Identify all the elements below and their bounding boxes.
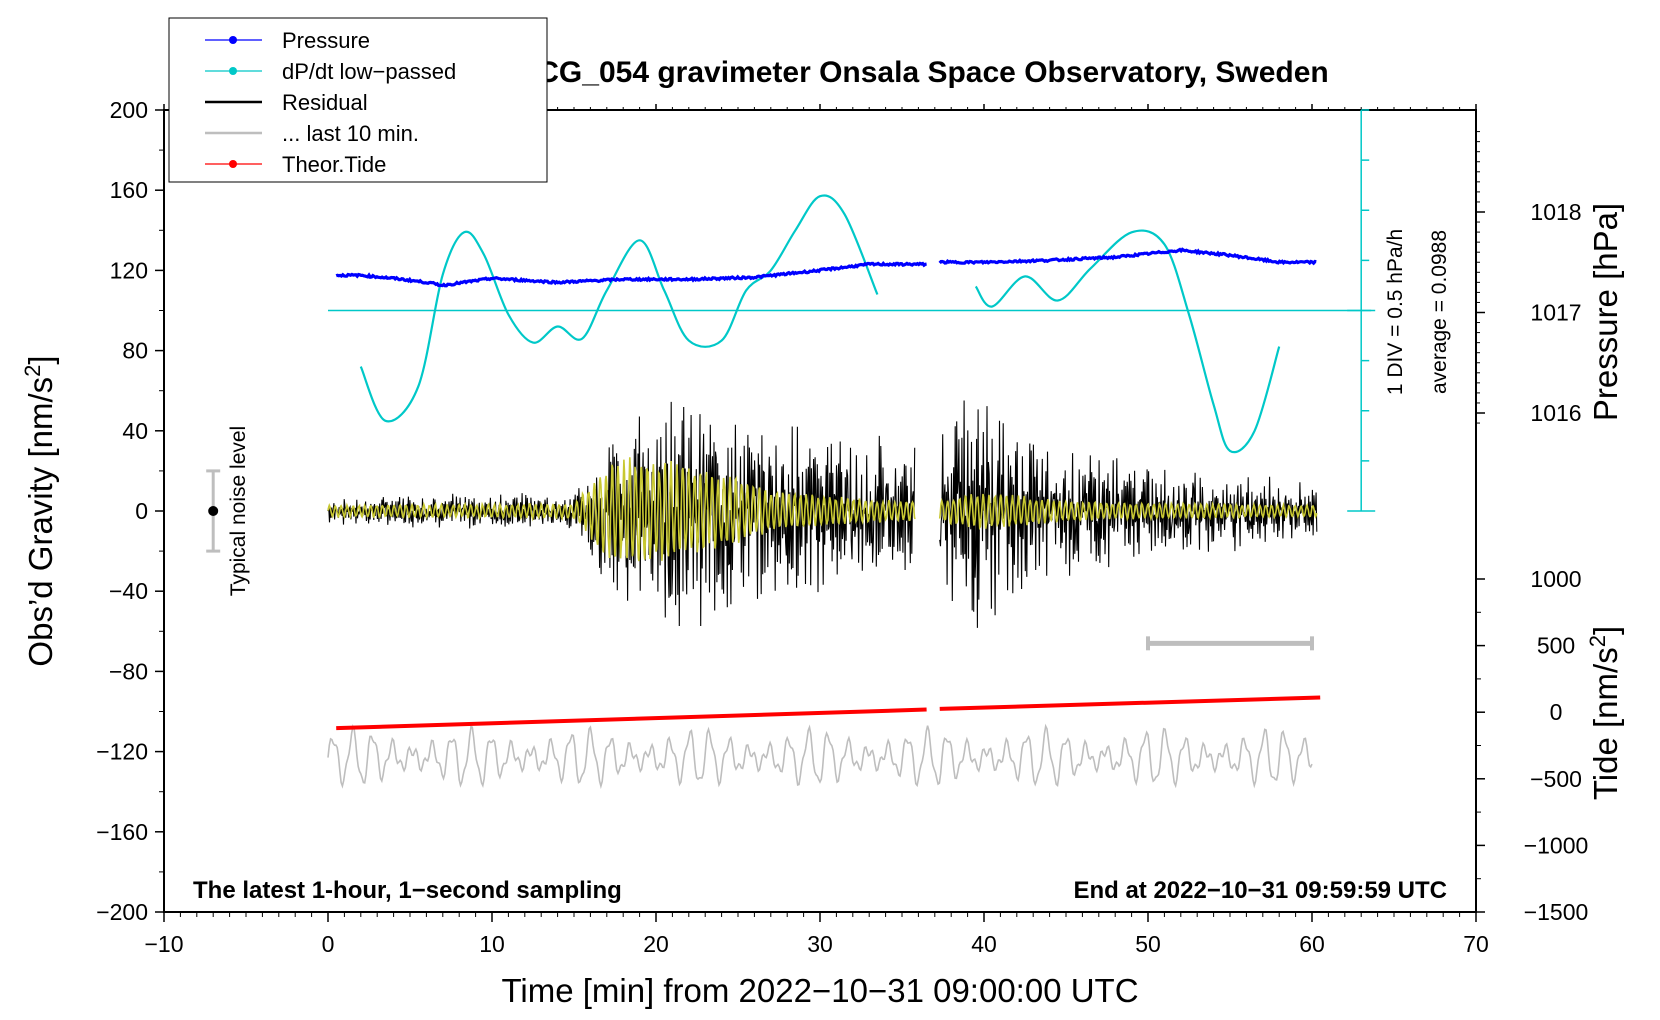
tide-tick-label: −1000 [1524, 832, 1589, 858]
legend-label: Theor.Tide [282, 152, 386, 177]
x-tick-label: 60 [1299, 931, 1325, 957]
dpdt-scale-axis [1347, 109, 1376, 512]
dpdt-line-segment-2 [974, 229, 1281, 454]
dpdt-average-label: average = 0.0988 [1428, 230, 1451, 394]
legend-box [168, 17, 548, 183]
x-tick-label: 40 [971, 931, 997, 957]
pressure-tick-label: 1018 [1530, 199, 1581, 225]
y-tick-label: 200 [110, 97, 148, 123]
tide-tick-label: 500 [1537, 633, 1575, 659]
legend-item: Residual [205, 90, 368, 115]
chart-axes: −10 0 10 20 30 40 50 60 70 200 160 120 80 40 0 −40 −80 −1… [96, 97, 1588, 957]
legend-item: Pressure [205, 28, 370, 53]
y-axis-title-pressure: Pressure [hPa] [1587, 203, 1624, 421]
y-tick-label: −40 [109, 578, 148, 604]
noise-level-indicator: Typical noise level [206, 426, 250, 596]
y-axis-title-gravity: Obs’d Gravity [nm/s2] [20, 355, 59, 666]
tide-tick-label: 0 [1550, 699, 1563, 725]
pressure-tick-label: 1017 [1530, 300, 1581, 326]
y-tick-label: 120 [110, 257, 148, 283]
legend-label: Residual [282, 90, 368, 115]
last-10-min-bar [1146, 636, 1314, 651]
tide-tick-label: 1000 [1530, 566, 1581, 592]
x-tick-label: 20 [643, 931, 669, 957]
x-tick-label: 10 [479, 931, 505, 957]
legend-swatch-marker [229, 67, 237, 75]
y-tick-label: 80 [122, 338, 148, 364]
noise-center-dot [208, 506, 219, 516]
legend-swatch-marker [229, 36, 237, 44]
chart-traces [327, 194, 1372, 790]
legend-item: dP/dt low−passed [205, 59, 456, 84]
y-tick-label: −160 [96, 819, 148, 845]
y-tick-label: −80 [109, 658, 148, 684]
dpdt-line-segment-1 [359, 194, 879, 423]
pressure-line-segment-2 [938, 247, 1317, 266]
x-tick-label: 0 [322, 931, 335, 957]
legend-label: dP/dt low−passed [282, 59, 456, 84]
legend-items: Pressure dP/dt low−passed Residual ... last… [205, 28, 456, 177]
y-tick-label: 0 [135, 498, 148, 524]
filtered-line-segment-1 [327, 457, 916, 562]
tide-tick-label: −500 [1530, 766, 1582, 792]
legend-item: ... last 10 min. [205, 121, 419, 146]
tide-tick-label: −1500 [1524, 899, 1589, 925]
last-10-min-line [327, 723, 1313, 790]
y-axis-title-tide: Tide [nm/s2] [1585, 626, 1624, 800]
dpdt-scale-indicator: 1 DIV = 0.5 hPa/h average = 0.0988 [1347, 109, 1451, 512]
y-tick-label: −200 [96, 899, 148, 925]
noise-label: Typical noise level [227, 426, 250, 596]
x-axis-title: Time [min] from 2022−10−31 09:00:00 UTC [501, 972, 1138, 1009]
y-tick-label: 160 [110, 177, 148, 203]
legend-label: Pressure [282, 28, 370, 53]
annotation-end-time: End at 2022−10−31 09:59:59 UTC [1073, 877, 1447, 904]
legend-label: ... last 10 min. [282, 121, 419, 146]
x-tick-label: 30 [807, 931, 833, 957]
tide-line-segment-1 [336, 707, 927, 731]
x-tick-label: −10 [144, 931, 183, 957]
x-tick-label: 50 [1135, 931, 1161, 957]
chart-title: SCG_054 gravimeter Onsala Space Observat… [517, 56, 1329, 89]
legend-swatch-marker [229, 160, 237, 168]
legend-item: Theor.Tide [205, 152, 386, 177]
legend: Pressure dP/dt low−passed Residual ... last… [168, 17, 548, 183]
y-tick-label: 40 [122, 418, 148, 444]
filtered-line-segment-2 [938, 493, 1318, 531]
annotation-sampling: The latest 1-hour, 1−second sampling [193, 877, 622, 904]
dpdt-scale-label: 1 DIV = 0.5 hPa/h [1384, 229, 1407, 395]
tide-line-segment-2 [939, 695, 1321, 711]
x-tick-label: 70 [1463, 931, 1489, 957]
y-tick-label: −120 [96, 739, 148, 765]
pressure-tick-label: 1016 [1530, 400, 1581, 426]
pressure-line-segment-1 [335, 260, 927, 288]
